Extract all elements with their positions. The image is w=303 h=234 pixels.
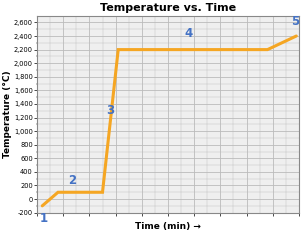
Text: 3: 3 [106, 104, 115, 117]
Text: 1: 1 [39, 212, 48, 225]
Text: 5: 5 [291, 15, 299, 28]
Text: 4: 4 [185, 27, 193, 40]
Title: Temperature vs. Time: Temperature vs. Time [100, 4, 236, 14]
X-axis label: Time (min) →: Time (min) → [135, 222, 201, 230]
Text: 2: 2 [68, 174, 76, 186]
Y-axis label: Temperature (°C): Temperature (°C) [3, 70, 12, 158]
